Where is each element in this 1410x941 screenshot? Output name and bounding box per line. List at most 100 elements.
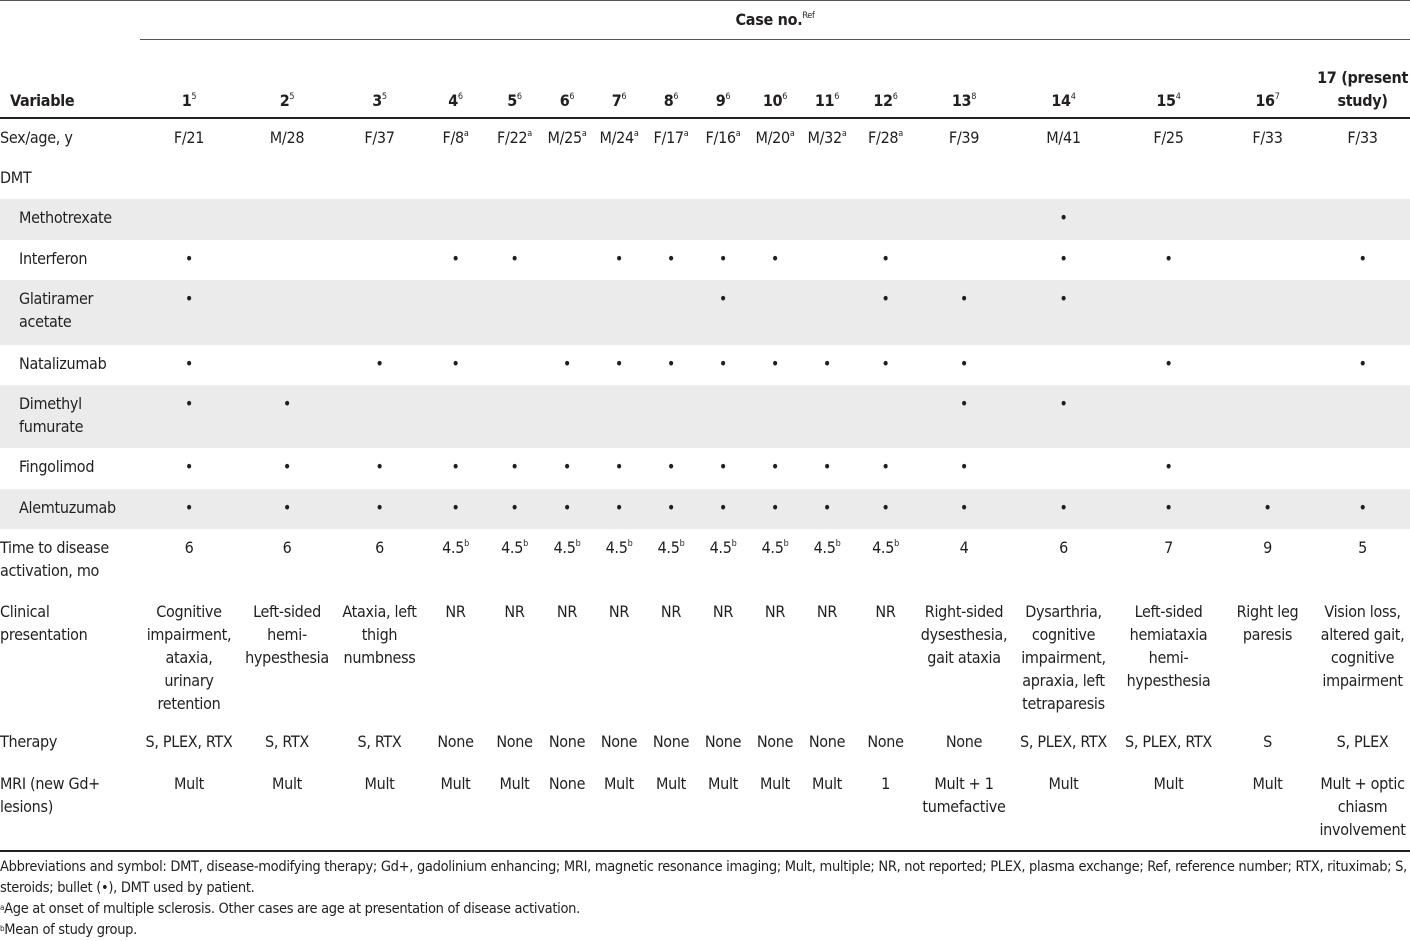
table-cell: Right-sided dysesthesia, gait ataxia (920, 602, 1008, 667)
case-column-header: 96 (715, 91, 731, 110)
table-cell (1220, 385, 1315, 448)
table-cell: • (822, 457, 832, 476)
table-cell (918, 199, 1010, 240)
table-cell: NR (816, 602, 838, 621)
table-cell: NR (660, 602, 682, 621)
table-cell: Mult (1153, 774, 1184, 793)
table-cell (238, 280, 336, 345)
table-cell: F/37 (364, 128, 395, 147)
table-cell: F/22a (497, 128, 532, 147)
case-ref-label: Ref (802, 11, 815, 21)
table-cell (541, 199, 593, 240)
table-cell: 7 (1164, 538, 1173, 557)
table-cell: • (510, 249, 519, 268)
table-cell (488, 199, 541, 240)
table-cell (645, 280, 697, 345)
table-row: DMT (0, 159, 1410, 199)
row-label: MRI (new Gd+ lesions) (0, 774, 100, 816)
table-cell: • (801, 489, 853, 529)
case-table: Case no.Ref Variable 15 25 35 46 56 66 76 86 96 1… (0, 0, 1410, 839)
table-cell: Left-sided hemi-hypesthesia (245, 602, 329, 667)
table-cell: Left-sided hemiataxia hemi-hypesthesia (1126, 602, 1211, 690)
table-cell: S, PLEX, RTX (1020, 732, 1107, 751)
variable-header: Variable (10, 91, 75, 110)
case-column-header: 167 (1255, 91, 1280, 110)
table-row: Dimethyl fumurate • • • • (0, 385, 1410, 448)
table-cell: • (666, 249, 676, 268)
case-column-header: 46 (448, 91, 463, 110)
table-cell: • (1220, 489, 1315, 529)
table-cell: 4.5b (872, 538, 899, 557)
case-column-header: 86 (663, 91, 679, 110)
table-cell: • (423, 489, 488, 529)
table-cell: • (488, 489, 541, 529)
table-cell: • (853, 489, 918, 529)
table-cell: • (282, 457, 292, 476)
table-cell: 4.5b (813, 538, 841, 557)
table-cell: Right leg paresis (1236, 602, 1299, 644)
table-cell (697, 199, 749, 240)
table-cell (853, 199, 918, 240)
table-cell (238, 240, 336, 280)
case-column-header: 15 (181, 91, 197, 110)
table-cell: Mult (1048, 774, 1079, 793)
table-cell (801, 385, 853, 448)
blank-header (0, 1, 140, 40)
table-cell (423, 280, 488, 345)
table-cell: NR (764, 602, 786, 621)
case-column-header: 144 (1051, 91, 1076, 110)
table-cell: F/33 (1347, 128, 1378, 147)
table-cell: • (140, 280, 238, 345)
case-column-header: 76 (611, 91, 627, 110)
table-cell (541, 240, 593, 280)
table-cell: • (881, 249, 890, 268)
table-cell (1220, 280, 1315, 345)
table-cell (593, 199, 645, 240)
table-cell: Mult (174, 774, 204, 793)
table-cell: F/21 (173, 128, 205, 147)
table-cell: • (238, 385, 336, 448)
table-cell: Ataxia, left thigh numbness (342, 602, 417, 667)
table-cell: None (704, 732, 742, 751)
row-label: Time to disease activation, mo (0, 538, 109, 580)
table-cell (697, 385, 749, 448)
footnote-b: bMean of study group. (0, 922, 138, 938)
row-label: Therapy (0, 732, 58, 751)
table-cell: 4.5b (657, 538, 685, 557)
table-cell (853, 385, 918, 448)
table-cell: • (881, 457, 890, 476)
table-cell (801, 280, 853, 345)
table-cell: Cognitive impairment, ataxia, urinary re… (146, 602, 232, 713)
table-cell: 6 (184, 538, 194, 557)
table-cell (1315, 448, 1410, 489)
case-column-header: 25 (279, 91, 295, 110)
table-cell: M/32a (807, 128, 847, 147)
table-cell (1117, 199, 1220, 240)
table-cell: NR (556, 602, 578, 621)
table-row: Time to disease activation, mo 6 6 6 4.5b 4.5… (0, 529, 1410, 593)
table-cell: • (718, 457, 728, 476)
table-cell: 9 (1263, 538, 1272, 557)
table-cell: • (451, 457, 460, 476)
row-label: DMT (0, 168, 32, 187)
table-cell: • (1117, 489, 1220, 529)
table-cell: • (510, 457, 519, 476)
table-cell (238, 199, 336, 240)
table-cell: None (600, 732, 638, 751)
table-cell: Mult (708, 774, 738, 793)
table-cell: 4.5b (501, 538, 528, 557)
table-cell: 6 (282, 538, 292, 557)
table-cell (1315, 280, 1410, 345)
table-cell: • (718, 354, 728, 373)
table-cell: • (1010, 489, 1117, 529)
table-cell: • (184, 457, 194, 476)
case-no-header: Case no.Ref (140, 0, 1410, 40)
footnote-a: aAge at onset of multiple sclerosis. Oth… (0, 901, 580, 917)
table-cell (801, 240, 853, 280)
table-cell (423, 199, 488, 240)
table-cell: • (1164, 354, 1173, 373)
table-cell: • (614, 354, 624, 373)
table-cell: 4.5b (709, 538, 737, 557)
table-cell: F/16a (705, 128, 741, 147)
table-cell (336, 385, 423, 448)
